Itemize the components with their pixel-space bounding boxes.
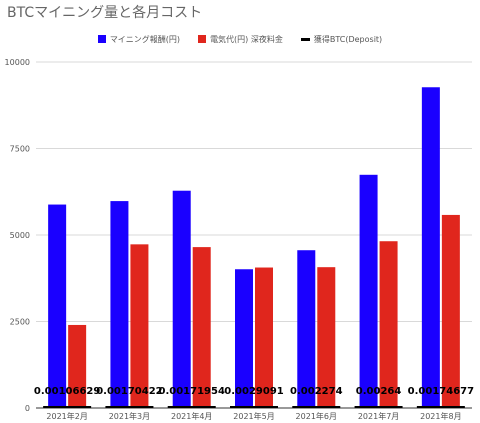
y-tick-label-2: 5000	[10, 231, 30, 240]
x-tick-label-2: 2021年4月	[171, 411, 212, 421]
bar-mining-reward-3	[235, 269, 253, 408]
btc-data-label-4: 0.002274	[290, 386, 343, 397]
y-tick-label-1: 2500	[10, 318, 30, 327]
btc-data-label-5: 0.00264	[356, 386, 402, 397]
btc-data-label-6: 0.00174677	[408, 386, 474, 397]
bar-electricity-cost-2	[192, 247, 211, 408]
bar-electricity-cost-0	[68, 324, 87, 408]
legend-label-mining-reward: マイニング報酬(円)	[109, 34, 181, 44]
btc-data-label-3: 0.0029091	[224, 386, 284, 397]
bar-mining-reward-6	[421, 87, 440, 409]
x-tick-label-3: 2021年5月	[233, 411, 274, 421]
legend-label-electricity-cost: 電気代(円) 深夜料金	[210, 34, 283, 44]
x-tick-label-6: 2021年8月	[420, 411, 461, 421]
btc-data-label-0: 0.00106629	[34, 386, 100, 397]
bar-electricity-cost-4	[317, 267, 336, 408]
bar-electricity-cost-1	[130, 244, 149, 408]
y-tick-label-0: 0	[25, 404, 30, 413]
legend-swatch-black-line	[300, 37, 310, 41]
bar-mining-reward-5	[359, 174, 378, 408]
x-tick-label-0: 2021年2月	[46, 411, 87, 421]
legend-item-btc-deposit[interactable]: 獲得BTC(Deposit)	[300, 32, 383, 46]
bar-mining-reward-2	[172, 190, 191, 408]
legend-swatch-red	[198, 35, 207, 43]
legend-item-mining-reward[interactable]: マイニング報酬(円)	[97, 32, 181, 46]
legend-label-btc-deposit: 獲得BTC(Deposit)	[313, 34, 383, 44]
x-tick-label-4: 2021年6月	[296, 411, 337, 421]
legend-swatch-blue	[97, 35, 106, 43]
legend-item-electricity-cost[interactable]: 電気代(円) 深夜料金	[198, 32, 283, 46]
btc-data-label-2: 0.00171954	[159, 386, 225, 397]
legend: マイニング報酬(円) 電気代(円) 深夜料金 獲得BTC(Deposit)	[0, 32, 480, 46]
bar-electricity-cost-3	[255, 267, 273, 408]
bar-electricity-cost-6	[441, 214, 460, 408]
x-tick-label-5: 2021年7月	[358, 411, 399, 421]
chart-title: BTCマイニング量と各月コスト	[7, 5, 203, 21]
bar-mining-reward-1	[110, 201, 129, 408]
y-tick-label-3: 7500	[10, 145, 30, 154]
bar-mining-reward-4	[297, 250, 316, 408]
bar-electricity-cost-5	[379, 241, 398, 408]
btc-data-label-1: 0.00170422	[96, 386, 162, 397]
y-tick-label-4: 10000	[5, 58, 30, 67]
x-tick-label-1: 2021年3月	[109, 411, 150, 421]
bar-mining-reward-0	[48, 204, 67, 408]
